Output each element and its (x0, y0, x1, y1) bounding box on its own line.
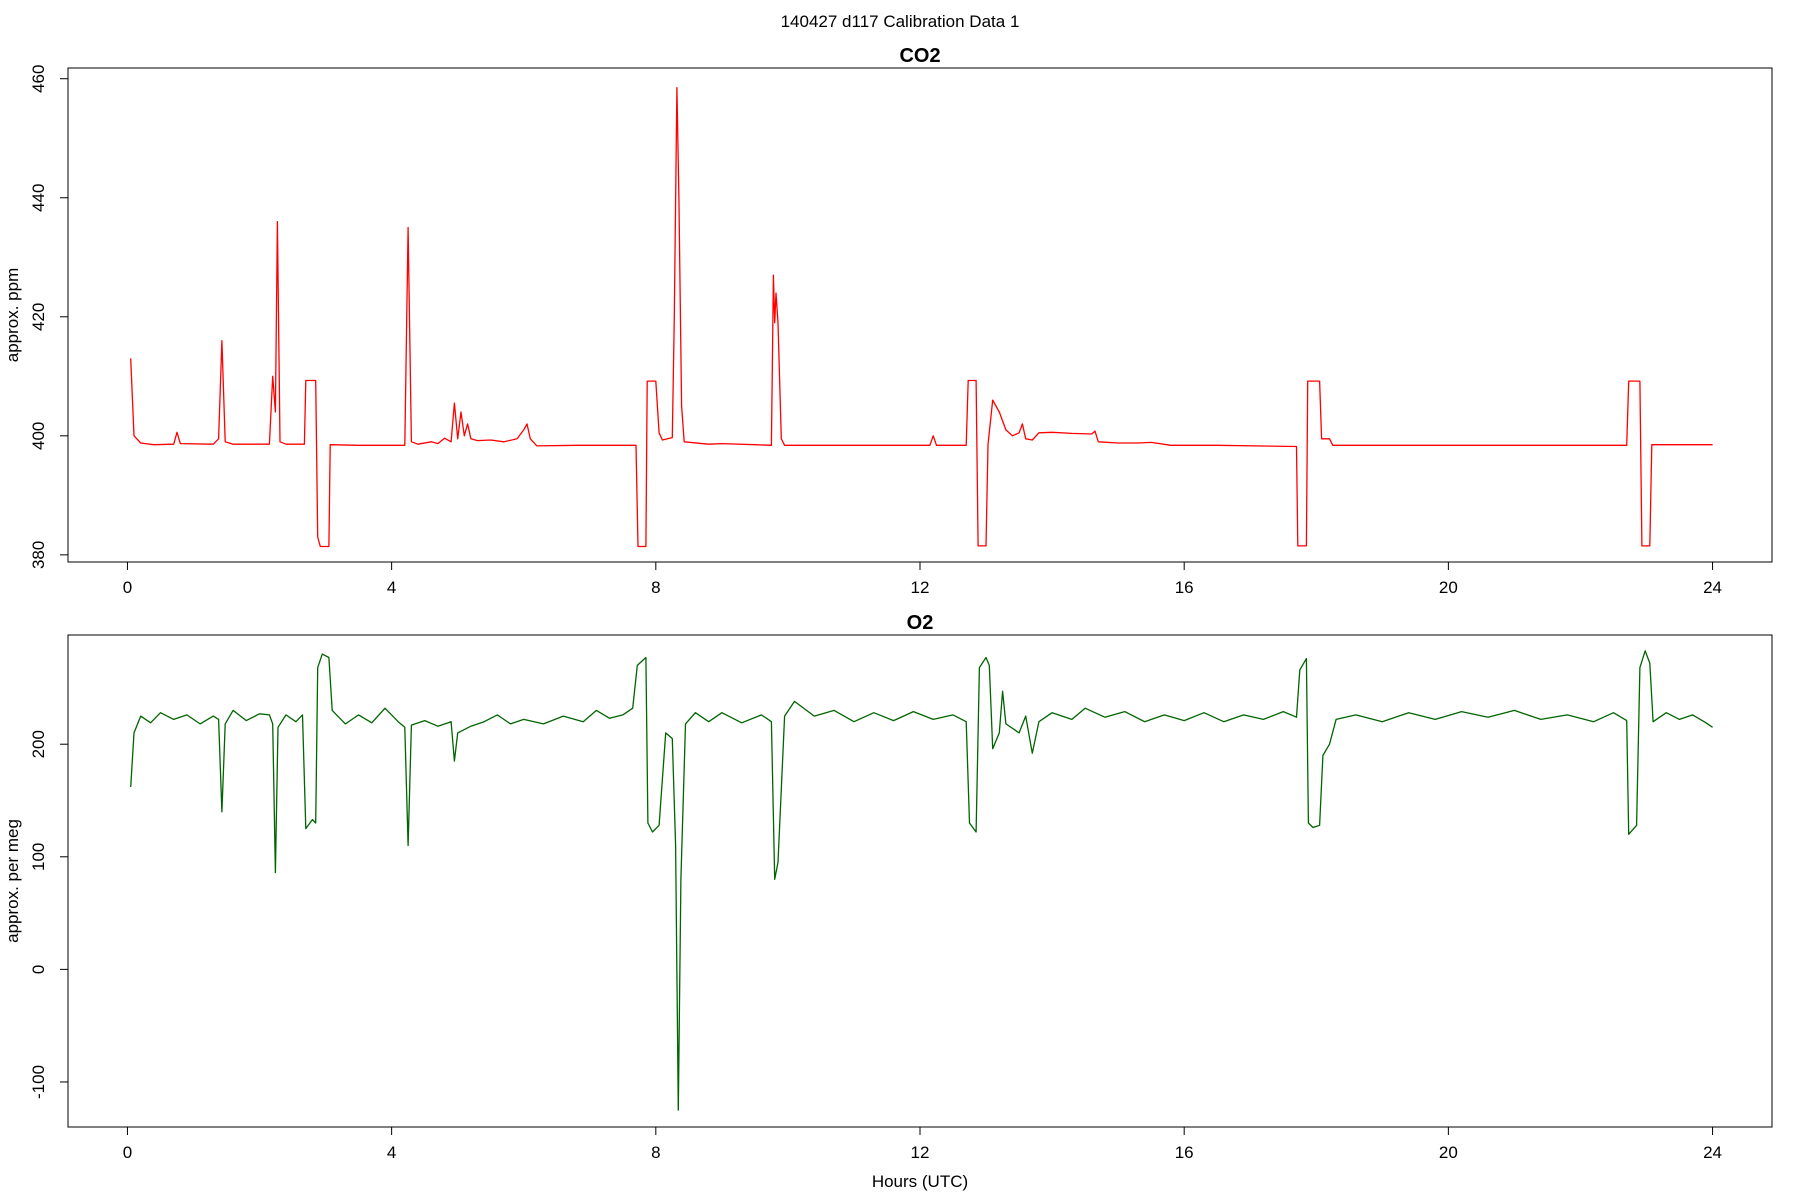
o2-y-tick-label: -100 (29, 1065, 48, 1099)
co2-plot-frame (67, 67, 1773, 563)
o2-x-tick-label: 8 (651, 1143, 660, 1162)
o2-y-tick-label: 0 (29, 965, 48, 974)
o2-x-tick-label: 4 (387, 1143, 396, 1162)
co2-x-tick-label: 12 (911, 578, 930, 597)
co2-y-tick-label: 420 (29, 303, 48, 331)
co2-x-tick-label: 0 (123, 578, 132, 597)
co2-x-tick-label: 4 (387, 578, 396, 597)
co2-x-tick-label: 16 (1175, 578, 1194, 597)
o2-x-tick-label: 24 (1703, 1143, 1722, 1162)
o2-panel-title: O2 (907, 612, 934, 634)
co2-panel: CO2 0 4 8 12 16 20 24 380 400 420 440 460 approx. ppm (3, 45, 1773, 597)
o2-x-tick-label: 20 (1439, 1143, 1458, 1162)
o2-y-axis-label: approx. per meg (3, 819, 22, 943)
figure-title: 140427 d117 Calibration Data 1 (781, 12, 1020, 31)
o2-plot-frame (67, 634, 1773, 1128)
co2-panel-title: CO2 (899, 45, 940, 67)
co2-y-tick-label: 400 (29, 422, 48, 450)
co2-y-tick-label: 440 (29, 184, 48, 212)
co2-y-tick-label: 380 (29, 541, 48, 569)
o2-x-axis-label: Hours (UTC) (872, 1172, 968, 1191)
co2-series-line (130, 86, 1713, 548)
o2-x-tick-label: 0 (123, 1143, 132, 1162)
co2-x-tick-label: 20 (1439, 578, 1458, 597)
co2-y-axis-label: approx. ppm (3, 268, 22, 363)
o2-panel: O2 0 4 8 12 16 20 24 -100 0 100 200 approx. per meg H… (3, 612, 1773, 1191)
o2-x-tick-label: 12 (911, 1143, 930, 1162)
o2-x-tick-label: 16 (1175, 1143, 1194, 1162)
o2-series-line (130, 650, 1713, 1111)
o2-y-tick-label: 100 (29, 843, 48, 871)
co2-y-tick-label: 460 (29, 65, 48, 93)
co2-x-tick-label: 8 (651, 578, 660, 597)
co2-x-tick-label: 24 (1703, 578, 1722, 597)
o2-y-tick-label: 200 (29, 730, 48, 758)
